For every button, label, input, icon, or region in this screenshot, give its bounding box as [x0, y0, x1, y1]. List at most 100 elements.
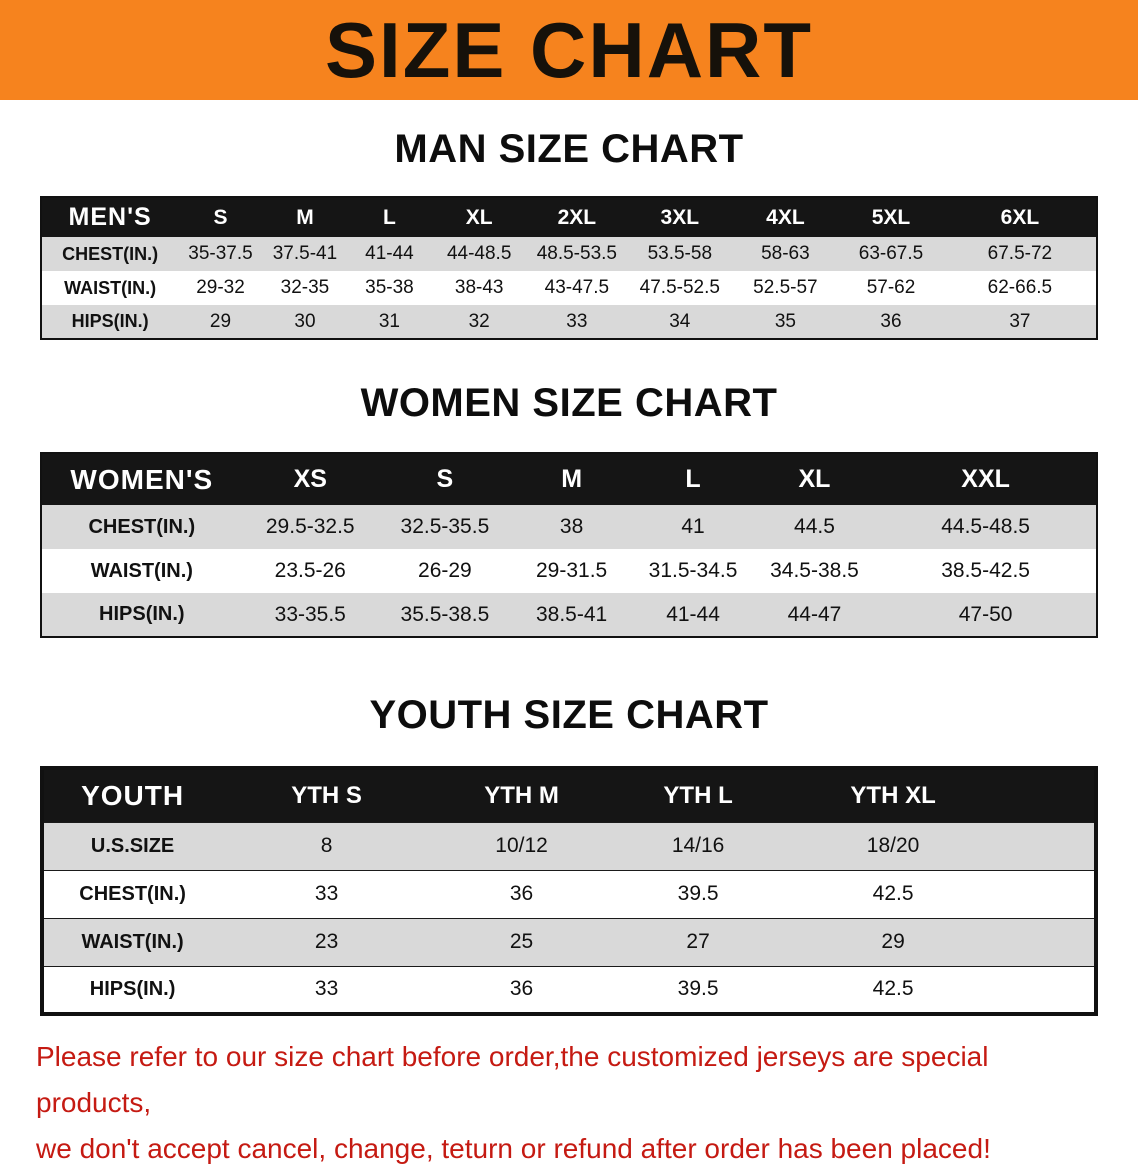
size-value-cell: 32.5-35.5	[400, 515, 490, 538]
size-value-cell: 42.5	[872, 882, 914, 905]
size-value-cell: 52.5-57	[753, 277, 818, 298]
men-size-header-4xl: 4XL	[766, 205, 805, 229]
women-hips-row: HIPS(IN.) 33-35.5 35.5-38.5 38.5-41 41-4…	[41, 593, 1097, 637]
size-value-cell: 35	[774, 310, 796, 332]
women-size-header-xxl: XXL	[961, 465, 1010, 493]
women-size-header-xs: XS	[293, 465, 327, 493]
size-value-cell: 31	[378, 310, 400, 332]
size-value-cell: 33	[314, 977, 339, 1001]
size-value-cell: 36	[880, 310, 902, 332]
size-value-cell: 29	[881, 930, 905, 953]
size-value-cell: 14/16	[671, 834, 725, 857]
size-value-cell: 27	[686, 930, 710, 953]
women-size-table: WOMEN'S XS S M L XL XXL CHEST(IN.) 29.5-…	[40, 452, 1098, 638]
size-value-cell: 38.5-42.5	[941, 559, 1030, 582]
size-value-cell: 58-63	[761, 243, 810, 264]
spacer-cell	[1001, 822, 1096, 870]
size-value-cell: 23	[314, 930, 339, 953]
row-label: U.S.SIZE	[90, 834, 175, 857]
disclaimer-line-1: Please refer to our size chart before or…	[36, 1041, 989, 1118]
row-label: WAIST(IN.)	[81, 930, 184, 953]
size-value-cell: 29	[209, 310, 232, 332]
women-waist-row: WAIST(IN.) 23.5-26 26-29 29-31.5 31.5-34…	[41, 549, 1097, 593]
size-value-cell: 38-43	[454, 277, 504, 298]
banner: SIZE CHART	[0, 0, 1138, 100]
women-chest-row: CHEST(IN.) 29.5-32.5 32.5-35.5 38 41 44.…	[41, 505, 1097, 549]
size-value-cell: 31.5-34.5	[648, 559, 738, 582]
men-size-header-xl: XL	[465, 205, 493, 229]
size-value-cell: 36	[509, 977, 534, 1001]
size-value-cell: 43-47.5	[544, 277, 610, 298]
size-value-cell: 10/12	[495, 834, 548, 857]
size-value-cell: 30	[294, 310, 316, 332]
men-chest-row: CHEST(IN.) 35-37.5 37.5-41 41-44 44-48.5…	[41, 237, 1097, 271]
size-value-cell: 63-67.5	[858, 243, 924, 264]
size-value-cell: 41	[681, 515, 705, 538]
women-size-header-xl: XL	[798, 465, 831, 493]
size-value-cell: 32-35	[280, 277, 330, 298]
size-value-cell: 34.5-38.5	[770, 559, 859, 582]
size-value-cell: 33	[314, 882, 339, 905]
row-label: CHEST(IN.)	[79, 882, 186, 905]
page-title: SIZE CHART	[325, 6, 813, 94]
size-value-cell: 26-29	[418, 559, 472, 582]
size-value-cell: 37.5-41	[272, 243, 338, 264]
size-value-cell: 18/20	[866, 834, 920, 857]
youth-size-header-m: YTH M	[484, 781, 559, 809]
youth-header-row: YOUTH YTH S YTH M YTH L YTH XL	[42, 768, 1096, 822]
youth-waist-row: WAIST(IN.) 23 25 27 29	[42, 918, 1096, 966]
row-label: HIPS(IN.)	[71, 311, 149, 331]
youth-size-header-l: YTH L	[663, 781, 733, 809]
size-value-cell: 29-32	[196, 277, 245, 298]
size-value-cell: 8	[320, 834, 333, 857]
size-value-cell: 29-31.5	[535, 559, 608, 582]
spacer-cell	[1001, 870, 1096, 918]
size-value-cell: 67.5-72	[987, 243, 1053, 264]
size-value-cell: 47-50	[958, 602, 1013, 626]
men-waist-row: WAIST(IN.) 29-32 32-35 35-38 38-43 43-47…	[41, 271, 1097, 305]
size-value-cell: 39.5	[677, 882, 719, 905]
size-value-cell: 25	[509, 930, 534, 953]
youth-hips-row: HIPS(IN.) 33 36 39.5 42.5	[42, 966, 1096, 1014]
size-value-cell: 29.5-32.5	[265, 515, 355, 538]
size-value-cell: 44-48.5	[446, 243, 512, 264]
spacer-cell	[1001, 918, 1096, 966]
size-value-cell: 37	[1009, 310, 1031, 332]
size-value-cell: 44.5-48.5	[941, 515, 1030, 538]
man-section-heading: MAN SIZE CHART	[394, 127, 744, 171]
men-corner-label: MEN'S	[68, 203, 152, 231]
size-value-cell: 34	[669, 310, 691, 332]
size-value-cell: 35-37.5	[188, 243, 253, 264]
size-value-cell: 47.5-52.5	[639, 277, 720, 298]
size-value-cell: 33	[566, 310, 588, 332]
size-value-cell: 41-44	[365, 243, 414, 264]
row-label: WAIST(IN.)	[64, 277, 157, 298]
row-label: HIPS(IN.)	[89, 977, 176, 1000]
size-value-cell: 23.5-26	[274, 559, 346, 582]
size-value-cell: 38.5-41	[535, 602, 608, 626]
row-label: CHEST(IN.)	[88, 515, 196, 538]
women-header-row: WOMEN'S XS S M L XL XXL	[41, 453, 1097, 505]
size-value-cell: 36	[509, 882, 534, 905]
men-size-table: MEN'S S M L XL 2XL 3XL 4XL 5XL 6XL CHEST…	[40, 196, 1098, 340]
size-value-cell: 62-66.5	[987, 277, 1053, 298]
youth-size-table: YOUTH YTH S YTH M YTH L YTH XL U.S.SIZE …	[40, 766, 1098, 1016]
men-size-header-5xl: 5XL	[871, 205, 911, 229]
youth-chest-row: CHEST(IN.) 33 36 39.5 42.5	[42, 870, 1096, 918]
size-value-cell: 53.5-58	[647, 243, 713, 264]
women-corner-label: WOMEN'S	[70, 463, 214, 495]
size-value-cell: 44.5	[794, 515, 835, 538]
youth-us-size-row: U.S.SIZE 8 10/12 14/16 18/20	[42, 822, 1096, 870]
women-size-header-l: L	[685, 465, 701, 493]
women-size-header-s: S	[436, 465, 454, 493]
row-label: HIPS(IN.)	[99, 603, 185, 625]
size-value-cell: 44-47	[787, 602, 842, 626]
spacer-cell	[1001, 966, 1096, 1014]
women-size-header-m: M	[561, 465, 583, 493]
row-label: WAIST(IN.)	[90, 559, 193, 582]
men-hips-row: HIPS(IN.) 29 30 31 32 33 34 35 36 37	[41, 305, 1097, 339]
row-label: CHEST(IN.)	[62, 243, 159, 264]
men-header-row: MEN'S S M L XL 2XL 3XL 4XL 5XL 6XL	[41, 197, 1097, 237]
men-size-header-l: L	[383, 205, 396, 229]
